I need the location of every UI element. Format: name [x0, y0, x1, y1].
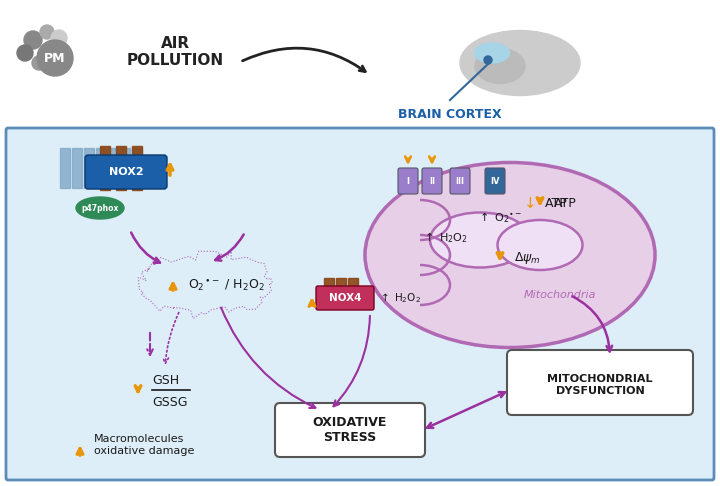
FancyBboxPatch shape — [316, 286, 374, 310]
Text: $\uparrow$ O$_2$$^{\bullet-}$: $\uparrow$ O$_2$$^{\bullet-}$ — [477, 210, 523, 226]
Text: $\uparrow$ H$_2$O$_2$: $\uparrow$ H$_2$O$_2$ — [378, 291, 421, 305]
Bar — [60, 148, 70, 188]
Text: ↓: ↓ — [523, 195, 536, 210]
Text: OXIDATIVE
STRESS: OXIDATIVE STRESS — [312, 416, 387, 444]
Circle shape — [37, 40, 73, 76]
Text: AIR
POLLUTION: AIR POLLUTION — [127, 36, 224, 68]
FancyBboxPatch shape — [485, 168, 505, 194]
Text: $\Delta\psi_m$: $\Delta\psi_m$ — [514, 250, 541, 266]
Bar — [324, 278, 334, 296]
Bar — [100, 146, 110, 190]
Bar — [116, 146, 126, 190]
Text: I: I — [407, 176, 410, 186]
Circle shape — [50, 53, 64, 67]
Bar — [108, 148, 118, 188]
FancyBboxPatch shape — [398, 168, 418, 194]
Circle shape — [32, 56, 46, 70]
Text: IV: IV — [490, 176, 500, 186]
Text: Macromolecules
oxidative damage: Macromolecules oxidative damage — [94, 434, 194, 456]
Text: Mitochondria: Mitochondria — [523, 290, 596, 300]
Circle shape — [17, 45, 33, 61]
Text: p47phox: p47phox — [81, 204, 119, 212]
Ellipse shape — [365, 162, 655, 347]
Text: II: II — [429, 176, 435, 186]
Text: NOX2: NOX2 — [109, 167, 143, 177]
Text: ATP: ATP — [554, 196, 577, 209]
Text: MITOCHONDRIAL
DYSFUNCTION: MITOCHONDRIAL DYSFUNCTION — [547, 374, 653, 396]
FancyBboxPatch shape — [275, 403, 425, 457]
Ellipse shape — [460, 31, 580, 96]
Text: O$_2$$^{\bullet-}$ / H$_2$O$_2$: O$_2$$^{\bullet-}$ / H$_2$O$_2$ — [188, 278, 265, 293]
Ellipse shape — [430, 212, 530, 267]
FancyBboxPatch shape — [450, 168, 470, 194]
Text: ATP: ATP — [545, 196, 568, 209]
Ellipse shape — [474, 43, 510, 63]
FancyBboxPatch shape — [422, 168, 442, 194]
FancyBboxPatch shape — [6, 128, 714, 480]
Text: GSH: GSH — [152, 374, 179, 386]
Bar — [348, 278, 358, 296]
Text: GSSG: GSSG — [152, 396, 187, 409]
Ellipse shape — [498, 220, 582, 270]
Bar — [132, 146, 142, 190]
Circle shape — [484, 56, 492, 64]
Circle shape — [51, 30, 67, 46]
Circle shape — [24, 31, 42, 49]
Bar — [120, 148, 130, 188]
Bar — [336, 278, 346, 296]
Bar — [72, 148, 82, 188]
Circle shape — [40, 25, 54, 39]
Text: NOX4: NOX4 — [329, 293, 361, 303]
Text: BRAIN CORTEX: BRAIN CORTEX — [398, 108, 502, 121]
Text: III: III — [456, 176, 464, 186]
Ellipse shape — [76, 197, 124, 219]
FancyBboxPatch shape — [507, 350, 693, 415]
FancyBboxPatch shape — [85, 155, 167, 189]
Ellipse shape — [475, 49, 525, 84]
Bar — [132, 148, 142, 188]
Text: PM: PM — [44, 52, 66, 65]
Text: $\uparrow$ H$_2$O$_2$: $\uparrow$ H$_2$O$_2$ — [422, 230, 468, 245]
Bar — [84, 148, 94, 188]
Bar — [96, 148, 106, 188]
